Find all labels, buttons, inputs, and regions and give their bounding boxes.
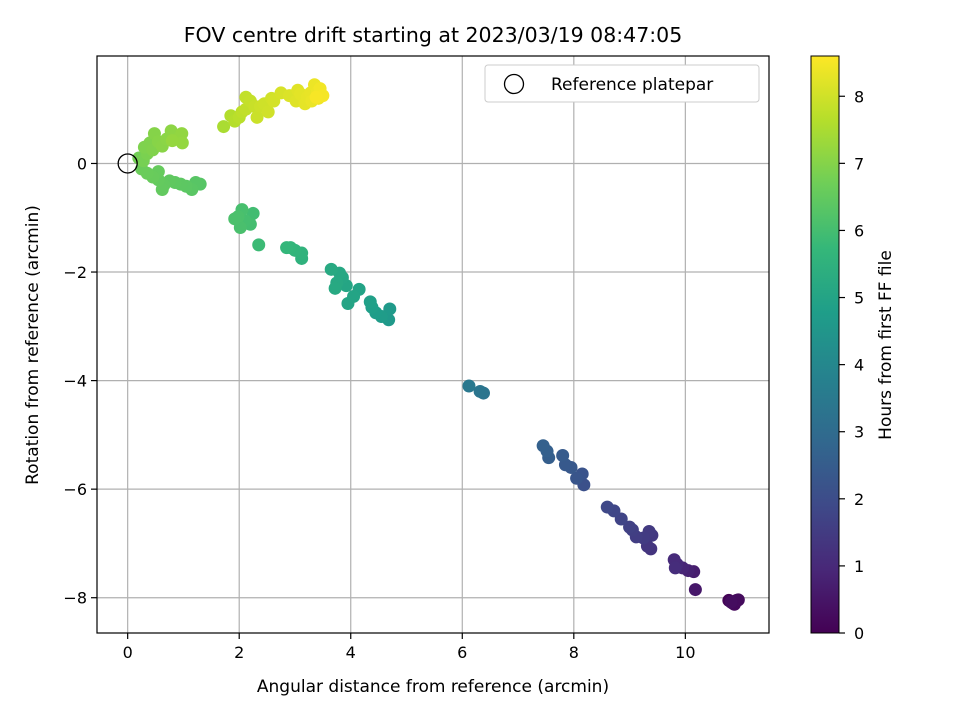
data-point [175, 127, 189, 141]
data-point [341, 297, 355, 311]
colorbar [810, 55, 840, 634]
y-ticks: −8 −6 −4 −2 0 [63, 154, 97, 608]
data-point [175, 136, 189, 150]
data-point [252, 238, 266, 252]
x-tick-label: 10 [675, 643, 695, 662]
data-point [473, 384, 487, 398]
data-point [309, 90, 323, 104]
data-point [668, 561, 682, 575]
colorbar-tick-label: 5 [854, 289, 864, 308]
colorbar-tick-label: 7 [854, 154, 864, 173]
x-tick-label: 0 [123, 643, 133, 662]
data-point [250, 110, 264, 124]
colorbar-tick-label: 1 [854, 557, 864, 576]
y-tick-label: −8 [63, 589, 87, 608]
colorbar-tick-label: 2 [854, 490, 864, 509]
chart-title: FOV centre drift starting at 2023/03/19 … [184, 23, 683, 47]
legend-marker-open-circle [503, 73, 525, 95]
data-point [155, 183, 169, 197]
data-point [324, 262, 338, 276]
x-ticks: 0 2 4 6 8 10 [123, 633, 696, 662]
data-point [570, 471, 584, 485]
data-point [363, 295, 377, 309]
y-tick-label: 0 [77, 154, 87, 173]
x-tick-label: 6 [457, 643, 467, 662]
colorbar-tick-label: 8 [854, 87, 864, 106]
data-point [328, 281, 342, 295]
colorbar-tick-label: 3 [854, 423, 864, 442]
grid-layer [97, 56, 769, 633]
data-point [280, 241, 294, 255]
data-point [688, 583, 702, 597]
data-point [536, 439, 550, 453]
y-axis-label: Rotation from reference (arcmin) [23, 205, 43, 485]
legend-label: Reference platepar [551, 75, 713, 95]
data-point [261, 105, 275, 119]
data-point [623, 520, 637, 534]
data-point [724, 595, 738, 609]
data-point [462, 379, 476, 393]
legend-box [484, 64, 760, 103]
x-tick-label: 8 [569, 643, 579, 662]
data-point [383, 302, 397, 316]
data-point [556, 449, 570, 463]
reference-layer [117, 153, 138, 174]
y-tick-label: −2 [63, 263, 87, 282]
colorbar-tick-label: 6 [854, 221, 864, 240]
y-tick-label: −4 [63, 372, 87, 391]
reference-marker [117, 153, 138, 174]
data-point [228, 212, 242, 226]
data-point [217, 120, 231, 134]
colorbar-tick-label: 4 [854, 356, 864, 375]
x-tick-label: 2 [234, 643, 244, 662]
legend: Reference platepar [484, 64, 760, 103]
colorbar-ticks: 0 1 2 3 4 5 6 7 8 [839, 87, 864, 643]
data-point [600, 500, 614, 514]
points-layer [132, 78, 745, 611]
colorbar-tick-label: 0 [854, 624, 864, 643]
plot-frame [96, 55, 770, 634]
y-tick-label: −6 [63, 480, 87, 499]
colorbar-label: Hours from first FF file [876, 250, 896, 440]
data-point [165, 134, 179, 148]
x-axis-label: Angular distance from reference (arcmin) [257, 677, 609, 697]
x-tick-label: 4 [346, 643, 356, 662]
